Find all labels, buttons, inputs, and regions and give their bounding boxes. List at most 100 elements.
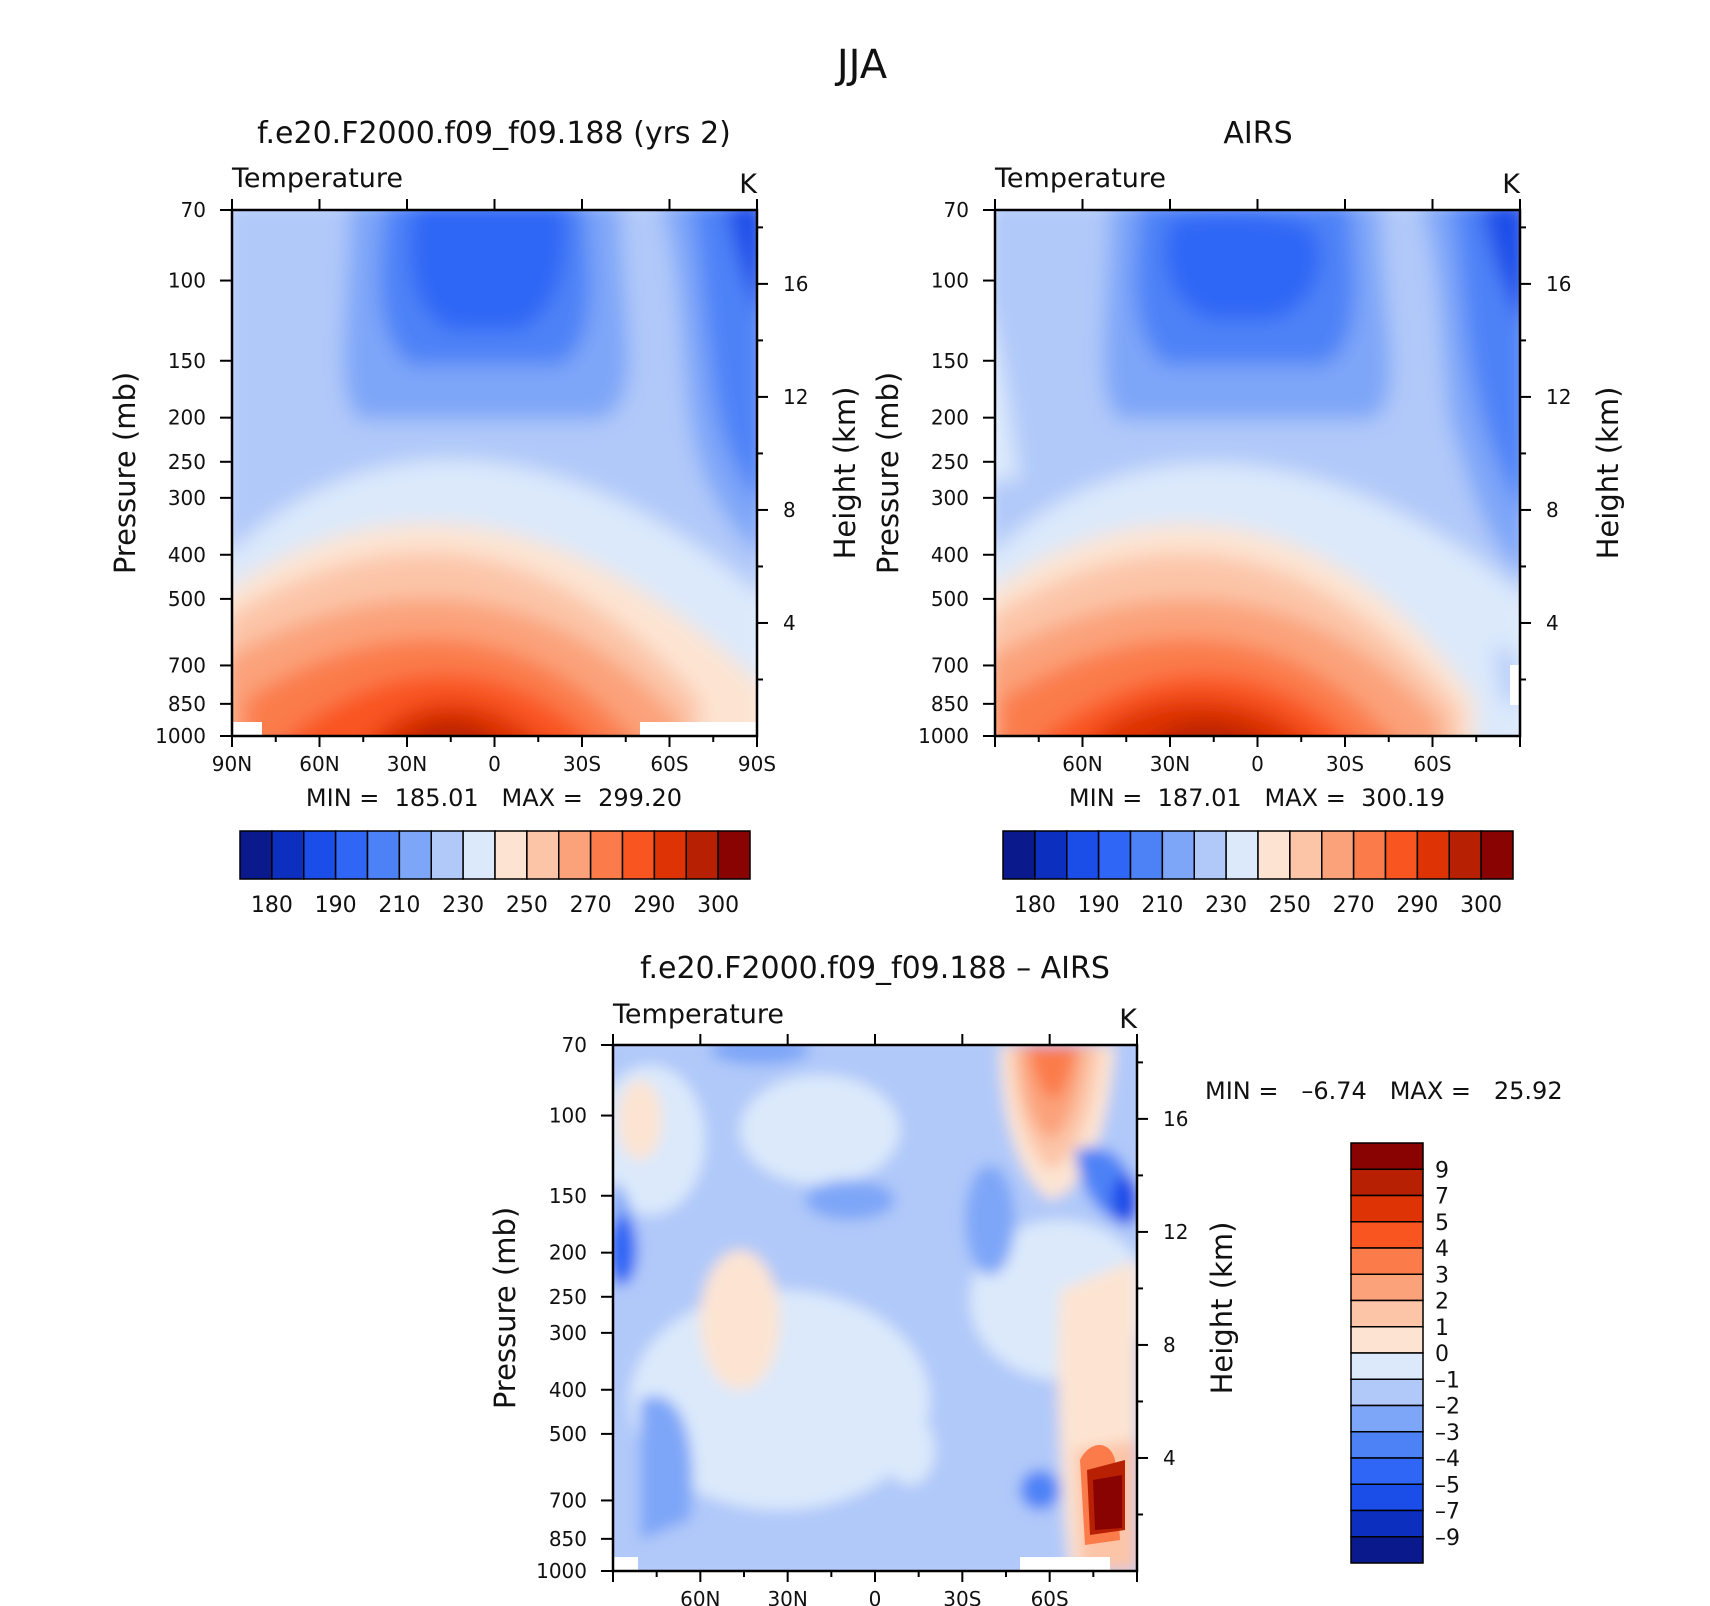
units-label: K — [1502, 169, 1521, 200]
colorbar-label: 190 — [1078, 893, 1120, 918]
y2-tick-label: 8 — [783, 498, 796, 522]
colorbar-swatch — [1480, 830, 1514, 880]
y-tick-label: 150 — [168, 349, 206, 373]
y2-axis-label: Height (km) — [828, 387, 862, 560]
y2-tick-label: 4 — [783, 611, 796, 635]
panel-title: AIRS — [1223, 116, 1292, 151]
colorbar-swatch — [1350, 1168, 1424, 1197]
colorbar-swatch — [1289, 830, 1323, 880]
y-tick-label: 200 — [549, 1241, 587, 1265]
x-tick-label: 30N — [387, 752, 427, 776]
colorbar-swatch — [1350, 1457, 1424, 1485]
min-max-stats: MIN = 185.01 MAX = 299.20 — [306, 784, 682, 812]
colorbar-label: 210 — [378, 893, 420, 918]
colorbar-swatch — [462, 830, 496, 880]
colorbar-swatch — [1350, 1352, 1424, 1380]
y-tick-label: 850 — [931, 692, 969, 716]
colorbar-label: 230 — [1205, 893, 1247, 918]
y-axis-label: Pressure (mb) — [488, 1207, 522, 1409]
colorbar-swatch — [1350, 1194, 1424, 1223]
y2-tick-label: 12 — [1163, 1220, 1188, 1244]
y2-tick-label: 8 — [1546, 498, 1559, 522]
variable-label: Temperature — [994, 163, 1166, 194]
colorbar-swatch — [1448, 830, 1482, 880]
colorbar-swatch — [1002, 830, 1036, 880]
colorbar-swatch — [1350, 1431, 1424, 1459]
colorbar-swatch — [1350, 1326, 1424, 1354]
colorbar-swatch — [398, 830, 432, 880]
x-tick-label: 60N — [1062, 752, 1102, 776]
colorbar-label: 290 — [1396, 893, 1438, 918]
colorbar-label: –7 — [1435, 1500, 1460, 1525]
colorbar-label: 1 — [1435, 1316, 1449, 1341]
colorbar-swatch — [1416, 830, 1450, 880]
colorbar-swatch — [366, 830, 401, 880]
y2-tick-label: 4 — [1546, 611, 1559, 635]
colorbar-swatch — [1350, 1142, 1424, 1170]
colorbar-swatch — [1350, 1299, 1424, 1328]
y-tick-label: 400 — [549, 1378, 587, 1402]
min-max-stats: MIN = 187.01 MAX = 300.19 — [1069, 784, 1445, 812]
colorbar-swatch — [621, 830, 656, 880]
colorbar-label: –1 — [1435, 1368, 1460, 1393]
x-tick-label: 30S — [563, 752, 601, 776]
y-tick-label: 100 — [168, 269, 206, 293]
colorbar-swatch — [1350, 1247, 1424, 1275]
y2-tick-label: 12 — [1546, 385, 1571, 409]
colorbar-label: 290 — [633, 893, 675, 918]
colorbar-swatch — [430, 830, 464, 880]
y-tick-label: 200 — [931, 406, 969, 430]
y-tick-label: 400 — [931, 543, 969, 567]
x-tick-label: 30N — [1150, 752, 1190, 776]
colorbar-label: 270 — [570, 893, 612, 918]
contour-field — [995, 210, 1520, 736]
colorbar-label: 190 — [315, 893, 357, 918]
colorbar-swatch — [239, 830, 273, 880]
colorbar-swatch — [271, 830, 305, 880]
y-tick-label: 850 — [549, 1527, 587, 1551]
y-tick-label: 70 — [562, 1033, 587, 1057]
x-tick-label: 30S — [943, 1587, 981, 1606]
y-axis-label: Pressure (mb) — [871, 372, 905, 574]
y-tick-label: 1000 — [536, 1559, 587, 1583]
x-tick-label: 0 — [488, 752, 501, 776]
colorbar-label: 2 — [1435, 1290, 1449, 1315]
colorbar-swatch — [1161, 830, 1195, 880]
min-max-stats: MIN = –6.74 MAX = 25.92 — [1205, 1077, 1563, 1105]
y-tick-label: 300 — [549, 1321, 587, 1345]
colorbar-label: 250 — [506, 893, 548, 918]
difference-temperature-panel: f.e20.F2000.f09_f09.188 – AIRS Temperatu… — [488, 951, 1563, 1606]
colorbar-swatch — [1350, 1509, 1424, 1538]
y2-tick-label: 4 — [1163, 1446, 1176, 1470]
colorbar-swatch — [558, 830, 592, 880]
y-tick-label: 70 — [181, 198, 206, 222]
x-tick-label: 60S — [650, 752, 688, 776]
colorbar-label: 3 — [1435, 1263, 1449, 1288]
x-tick-label: 0 — [1251, 752, 1264, 776]
y2-tick-label: 16 — [783, 272, 808, 296]
colorbar-swatch — [303, 830, 337, 880]
colorbar-swatch — [1097, 830, 1132, 880]
y-tick-label: 250 — [168, 450, 206, 474]
x-tick-label: 60S — [1413, 752, 1451, 776]
colorbar: 180 190 210 230 250 270 290 300 — [1002, 830, 1514, 918]
colorbar-swatch — [1350, 1404, 1424, 1433]
colorbar-label: 180 — [251, 893, 293, 918]
y2-tick-label: 12 — [783, 385, 808, 409]
y-tick-label: 300 — [168, 486, 206, 510]
variable-label: Temperature — [231, 163, 403, 194]
colorbar-label: 7 — [1435, 1185, 1449, 1210]
colorbar-label: –5 — [1435, 1473, 1460, 1498]
panel-title: f.e20.F2000.f09_f09.188 (yrs 2) — [257, 116, 731, 151]
x-tick-label: 0 — [869, 1587, 882, 1606]
colorbar-swatch — [1321, 830, 1355, 880]
y-tick-label: 500 — [931, 587, 969, 611]
colorbar-swatch — [589, 830, 624, 880]
colorbar-swatch — [1350, 1273, 1424, 1302]
colorbar-swatch — [1352, 830, 1387, 880]
y-tick-label: 200 — [168, 406, 206, 430]
y-tick-label: 1000 — [155, 724, 206, 748]
colorbar-label: 230 — [442, 893, 484, 918]
y-tick-label: 700 — [168, 653, 206, 677]
